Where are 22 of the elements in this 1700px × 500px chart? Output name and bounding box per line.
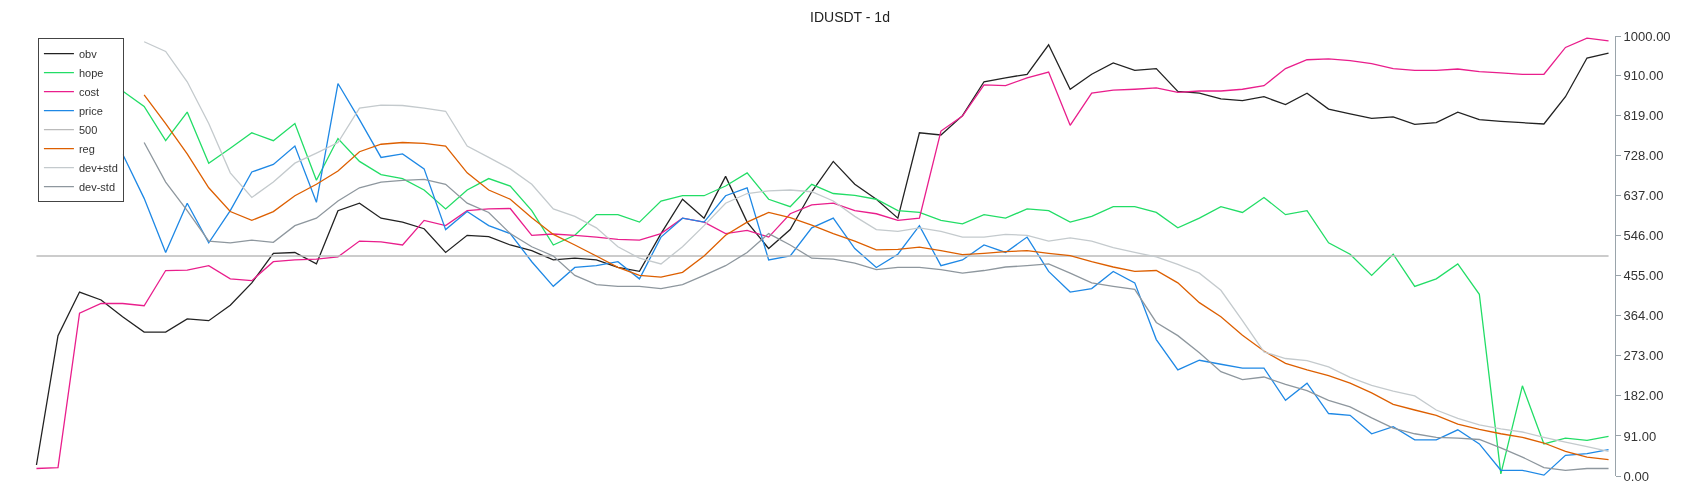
legend-label: dev+std [78, 161, 118, 174]
y-tick-label: 819.00 [1623, 108, 1664, 124]
y-tick-label: 1000.00 [1623, 28, 1671, 44]
legend-label: price [78, 104, 103, 117]
legend-label: reg [78, 142, 95, 155]
legend-label: hope [78, 66, 104, 79]
legend-label: obv [78, 47, 98, 60]
y-tick-label: 182.00 [1623, 388, 1664, 404]
y-tick-label: 273.00 [1623, 348, 1664, 364]
y-tick-label: 91.00 [1623, 428, 1657, 444]
chart-title: IDUSDT - 1d [810, 9, 890, 26]
y-tick-label: 0.00 [1623, 468, 1649, 484]
y-tick-label: 637.00 [1623, 188, 1664, 204]
y-tick-label: 910.00 [1623, 68, 1664, 84]
legend-label: dev-std [78, 180, 115, 193]
y-tick-label: 455.00 [1623, 268, 1664, 284]
y-tick-label: 364.00 [1623, 308, 1664, 324]
y-tick-label: 546.00 [1623, 228, 1664, 244]
legend-label: cost [78, 85, 100, 98]
line-series [143, 141, 1610, 471]
legend-label: 500 [78, 123, 98, 136]
y-tick-label: 728.00 [1623, 148, 1664, 164]
